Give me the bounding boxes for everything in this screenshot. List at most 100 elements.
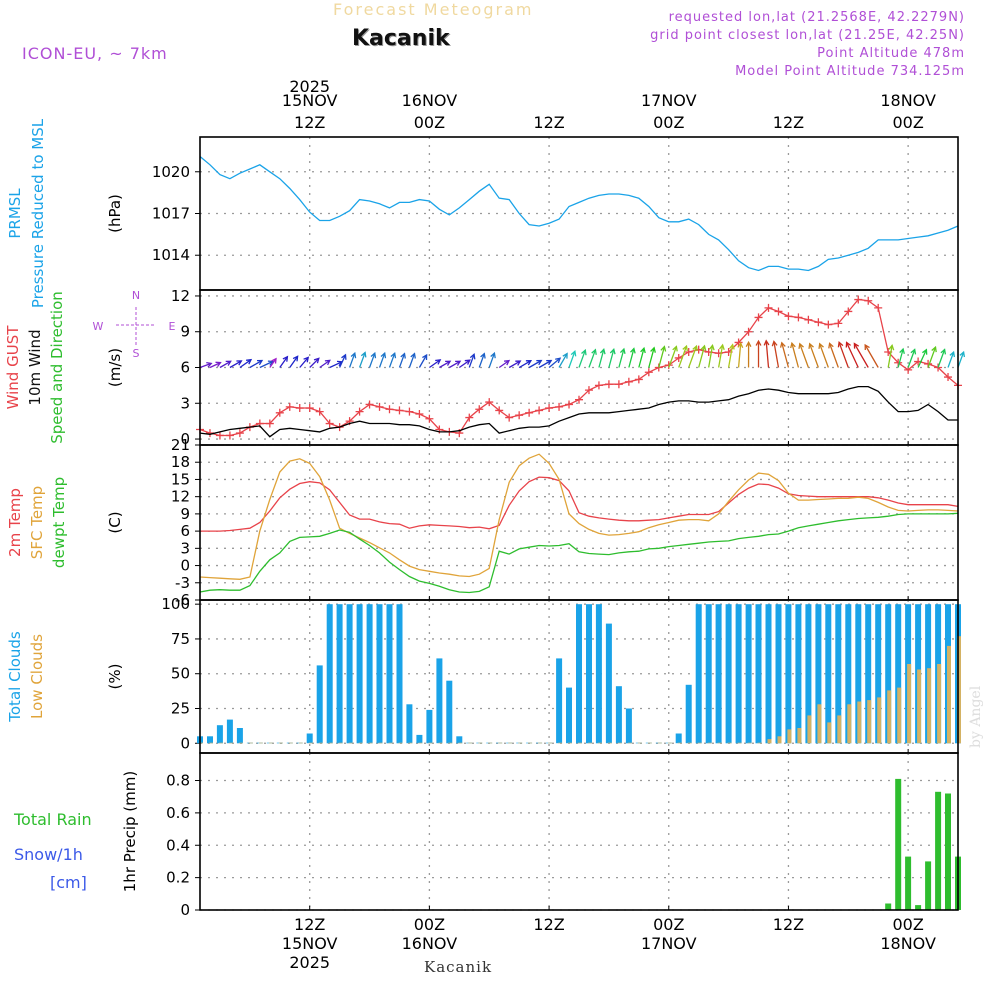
bar-low-clouds [578, 742, 582, 744]
bar-low-clouds [468, 742, 473, 744]
bar-low-clouds [727, 742, 732, 744]
gust-marker [874, 303, 883, 312]
time-label-bottom-hour: 12Z [533, 915, 564, 934]
compass-cross [116, 307, 156, 345]
bar-total-rain [885, 903, 892, 910]
wind-arrow [299, 356, 309, 368]
bar-total-clouds [685, 684, 692, 744]
panel-label: Total Clouds [6, 631, 24, 723]
bar-total-clouds [316, 665, 323, 744]
panel-label: Wind GUST [4, 325, 22, 410]
wind-arrow-head [828, 342, 834, 349]
bar-low-clouds [508, 742, 513, 744]
bar-low-clouds [378, 742, 383, 744]
bar-low-clouds [228, 742, 233, 744]
gust-marker [734, 338, 743, 347]
y-tick-label: 3 [180, 394, 190, 412]
bar-low-clouds [558, 742, 563, 744]
bar-low-clouds [757, 742, 762, 744]
wind-arrow [737, 343, 742, 368]
wind-arrow [608, 349, 615, 368]
wind-arrow-head [570, 350, 577, 357]
wind-arrow [588, 349, 597, 368]
bar-low-clouds [737, 742, 742, 744]
bar-low-clouds [248, 742, 253, 744]
gust-marker [774, 307, 783, 316]
wind-arrow [219, 360, 232, 369]
wind-arrow-head [515, 360, 522, 366]
bar-total-clouds [815, 604, 822, 744]
gust-marker [614, 380, 623, 389]
location-title: Kacanik [352, 26, 450, 51]
gust-marker [215, 431, 224, 440]
bar-low-clouds [338, 742, 343, 744]
time-label-bottom-year: 2025 [289, 953, 330, 972]
bar-low-clouds [637, 742, 642, 744]
y-tick-label: -6 [175, 591, 190, 609]
model-name: ICON-EU, ~ 7km [22, 44, 168, 63]
bar-total-clouds [216, 725, 223, 744]
bar-low-clouds [428, 742, 433, 744]
wind-arrow-head [718, 343, 725, 351]
bar-low-clouds [538, 742, 543, 744]
wind-arrow-head [660, 345, 667, 352]
bar-low-clouds [657, 742, 662, 744]
wind-arrow [239, 359, 252, 369]
wind-arrow [598, 349, 605, 368]
bar-low-clouds [697, 742, 702, 744]
wind-arrow [897, 348, 904, 368]
wind-arrow-head [246, 358, 253, 365]
wind-arrow-head [922, 348, 928, 355]
bar-low-clouds [388, 742, 393, 744]
bar-low-clouds [588, 742, 592, 744]
gust-marker [425, 414, 434, 423]
y-tick-label: 25 [171, 699, 190, 717]
bar-total-clouds [615, 686, 622, 744]
wind-arrow [498, 360, 510, 369]
wind-arrow-head [837, 341, 844, 348]
wind-arrow-head [640, 346, 646, 354]
bar-low-clouds [548, 742, 553, 744]
time-label-top-hour: 12Z [294, 113, 325, 132]
bar-total-rain [915, 905, 922, 910]
bar-total-clouds [705, 604, 712, 744]
bar-total-clouds [346, 604, 353, 744]
wind-arrow-head [910, 348, 917, 355]
wind-arrow [957, 351, 965, 368]
wind-arrow [279, 356, 288, 368]
y-axis-label: (C) [106, 511, 124, 533]
gust-marker [385, 405, 394, 414]
wind-arrow [429, 359, 441, 369]
bar-total-clouds [586, 604, 592, 744]
wind-arrow-head [853, 342, 860, 349]
bar-low-clouds [597, 742, 602, 744]
y-tick-label: 50 [171, 665, 190, 683]
bar-low-clouds [927, 668, 932, 744]
bar-total-clouds [805, 604, 812, 744]
wind-arrow [368, 352, 376, 368]
wind-arrow [838, 342, 849, 368]
bar-low-clouds [568, 742, 572, 744]
gust-marker [325, 419, 334, 428]
wind-arrow [828, 343, 839, 368]
wind-arrow-head [708, 344, 715, 351]
wind-arrow [259, 360, 274, 369]
wind-arrow-head [771, 340, 778, 347]
wind-arrow-head [445, 360, 452, 366]
y-tick-label: 75 [171, 630, 190, 648]
gust-marker [594, 381, 603, 390]
requested-coordinates: requested lon,lat (21.2568E, 42.2279N) [668, 10, 965, 25]
y-tick-label: 0 [180, 430, 190, 448]
compass-n: N [132, 289, 140, 302]
line-10m-wind [199, 385, 958, 438]
bar-low-clouds [677, 742, 682, 744]
gust-marker [395, 406, 404, 415]
bar-low-clouds [298, 742, 303, 744]
compass-s: S [133, 347, 140, 360]
bar-low-clouds [857, 701, 862, 744]
bar-low-clouds [837, 715, 842, 744]
gust-marker [295, 404, 304, 413]
bar-total-clouds [605, 623, 612, 744]
wind-arrow [688, 345, 698, 368]
